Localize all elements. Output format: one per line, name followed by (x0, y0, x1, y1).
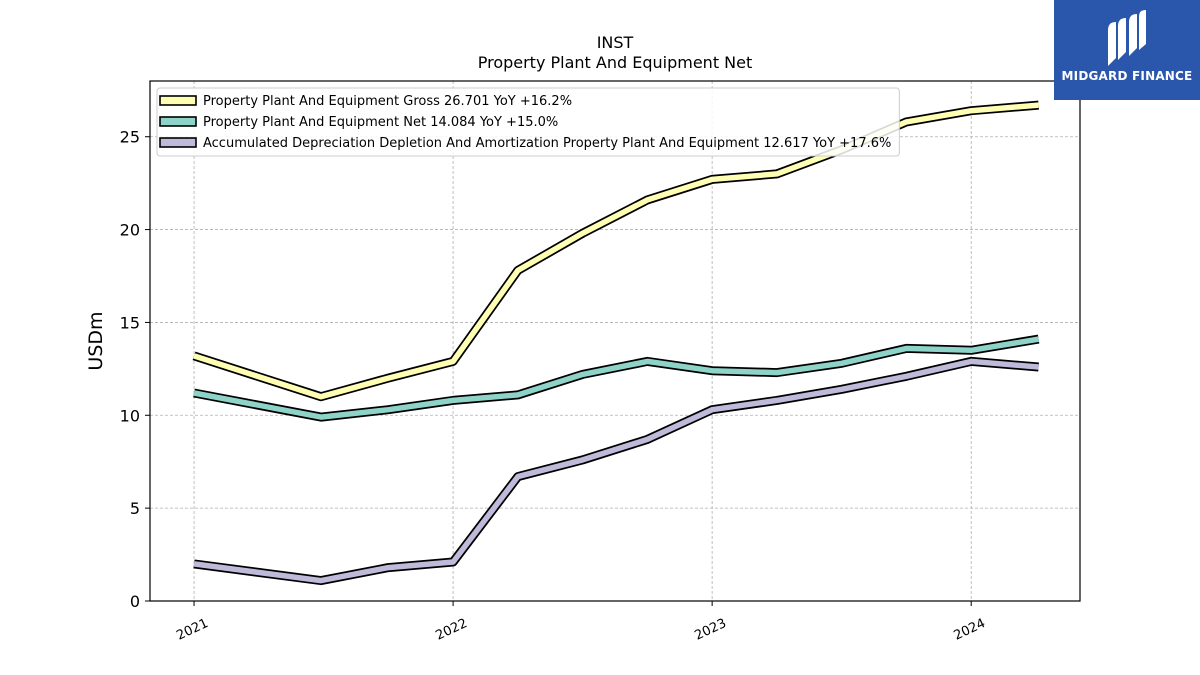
legend-box (156, 87, 900, 157)
series-line-1 (193, 102, 1039, 400)
axes: 0 5 10 15 20 25 2021 2022 2023 2024 (120, 80, 1081, 644)
legend-swatch (159, 137, 197, 148)
chart-title: INST (597, 33, 634, 52)
chart-subtitle: Property Plant And Equipment Net (478, 53, 753, 72)
y-tick-label: 0 (130, 592, 140, 611)
series-line-2 (193, 336, 1040, 420)
brand-name: MIDGARD FINANCE (1061, 69, 1193, 83)
x-tick-label: 2021 (174, 616, 210, 644)
x-tick-label: 2022 (433, 616, 469, 644)
midgard-logo-icon (1108, 10, 1146, 66)
y-tick-label: 15 (120, 313, 140, 332)
y-tick-label: 20 (120, 221, 140, 240)
legend-label: Property Plant And Equipment Gross 26.70… (203, 94, 572, 109)
x-tick-label: 2023 (692, 616, 728, 644)
x-tick-label: 2024 (952, 616, 988, 644)
legend-swatch (159, 95, 197, 106)
series-group (192, 100, 1040, 586)
plot-frame (149, 80, 1081, 602)
brand-logo: MIDGARD FINANCE (1054, 0, 1200, 100)
legend-label: Accumulated Depreciation Depletion And A… (203, 136, 891, 151)
legend-label: Property Plant And Equipment Net 14.084 … (203, 115, 558, 130)
y-axis-label: USDm (85, 311, 107, 370)
y-tick-label: 25 (120, 128, 140, 147)
y-tick-label: 10 (120, 406, 140, 425)
grid (150, 81, 1080, 602)
legend: Property Plant And Equipment Gross 26.70… (156, 87, 900, 157)
y-tick-label: 5 (130, 499, 140, 518)
series-line-3 (193, 358, 1039, 584)
legend-swatch (159, 116, 197, 127)
